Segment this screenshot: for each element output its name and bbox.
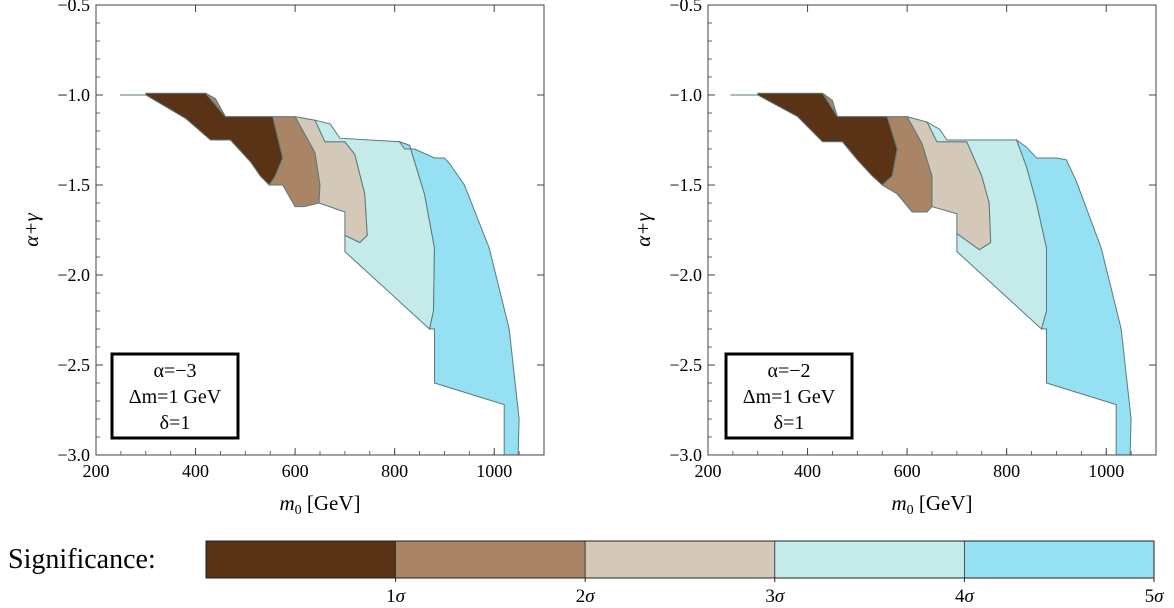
y-tick-label: −3.0 (57, 445, 90, 465)
x-axis-label-sub: 0 (907, 503, 914, 518)
sigma-symbol: σ (585, 586, 595, 607)
x-axis-label: m0 [GeV] (891, 491, 972, 518)
parameter-text: α=−3 (153, 360, 196, 382)
x-tick-label: 400 (182, 461, 209, 481)
y-tick-label: −2.0 (669, 265, 702, 285)
sigma-symbol: σ (775, 586, 785, 607)
right-contour-panel: 200 400 600 800 1000 −0.5 −1.0 −1.5 −2.0 −2.5 −3.0… (631, 0, 1157, 518)
colorbar-segment (205, 540, 397, 579)
parameter-text: δ=1 (774, 412, 805, 434)
parameter-text: δ=1 (160, 412, 191, 434)
contour-region (925, 120, 1047, 330)
x-axis-label-unit: [GeV] (914, 491, 973, 515)
colorbar-segment (584, 540, 776, 579)
colorbar-frame (205, 540, 1155, 579)
sigma-symbol: σ (396, 586, 406, 607)
x-axis-label-unit: [GeV] (302, 491, 361, 515)
x-tick-label: 200 (695, 461, 722, 481)
sigma-symbol: σ (1154, 586, 1164, 607)
parameter-text: Δm=1 GeV (129, 386, 222, 408)
y-tick-label: −2.5 (57, 355, 90, 375)
contour-region (314, 119, 436, 330)
y-tick-label: −0.5 (57, 0, 90, 15)
parameter-box (724, 352, 854, 440)
colorbar-tick-label: 2σ (576, 586, 596, 607)
parameter-box (110, 352, 240, 440)
y-axis-label: α+γ (19, 213, 43, 247)
colorbar-tick-label: 4σ (955, 586, 975, 607)
colorbar-label: Significance: (8, 544, 156, 575)
colorbar-segment (774, 540, 965, 579)
y-tick-label: −1.0 (669, 85, 702, 105)
contour-region (205, 92, 321, 208)
colorbar-segment (964, 540, 1155, 579)
y-tick-label: −1.5 (57, 175, 90, 195)
sigma-symbol: σ (964, 586, 974, 607)
x-tick-label: 800 (381, 461, 408, 481)
y-tick-label: −1.5 (669, 175, 702, 195)
x-tick-label: 600 (894, 461, 921, 481)
x-tick-label: 1000 (476, 461, 512, 481)
colorbar-segment (395, 540, 586, 579)
x-tick-label: 600 (282, 461, 309, 481)
left-contour-panel: 200 400 600 800 1000 −0.5 −1.0 −1.5 −2.0 −2.5 −3.0… (19, 0, 545, 518)
parameter-text: Δm=1 GeV (743, 386, 836, 408)
significance-colorbar: Significance: 1σ 2σ 3σ 4σ 5σ (8, 540, 1165, 607)
x-tick-label: 800 (993, 461, 1020, 481)
x-tick-label: 400 (794, 461, 821, 481)
contour-region (822, 92, 933, 213)
y-tick-label: −0.5 (669, 0, 702, 15)
y-tick-label: −1.0 (57, 85, 90, 105)
parameter-text: α=−2 (767, 360, 810, 382)
x-axis-label-m: m (279, 491, 294, 515)
y-tick-label: −3.0 (669, 445, 702, 465)
colorbar-tick-label: 1σ (386, 586, 406, 607)
colorbar-tick-label: 5σ (1145, 586, 1165, 607)
x-tick-label: 200 (83, 461, 110, 481)
x-axis-label-m: m (891, 491, 906, 515)
colorbar-tick-label: 3σ (765, 586, 785, 607)
x-tick-label: 1000 (1088, 461, 1124, 481)
y-tick-label: −2.0 (57, 265, 90, 285)
y-axis-label: α+γ (631, 213, 655, 247)
y-tick-label: −2.5 (669, 355, 702, 375)
x-axis-label: m0 [GeV] (279, 491, 360, 518)
x-axis-label-sub: 0 (295, 503, 302, 518)
